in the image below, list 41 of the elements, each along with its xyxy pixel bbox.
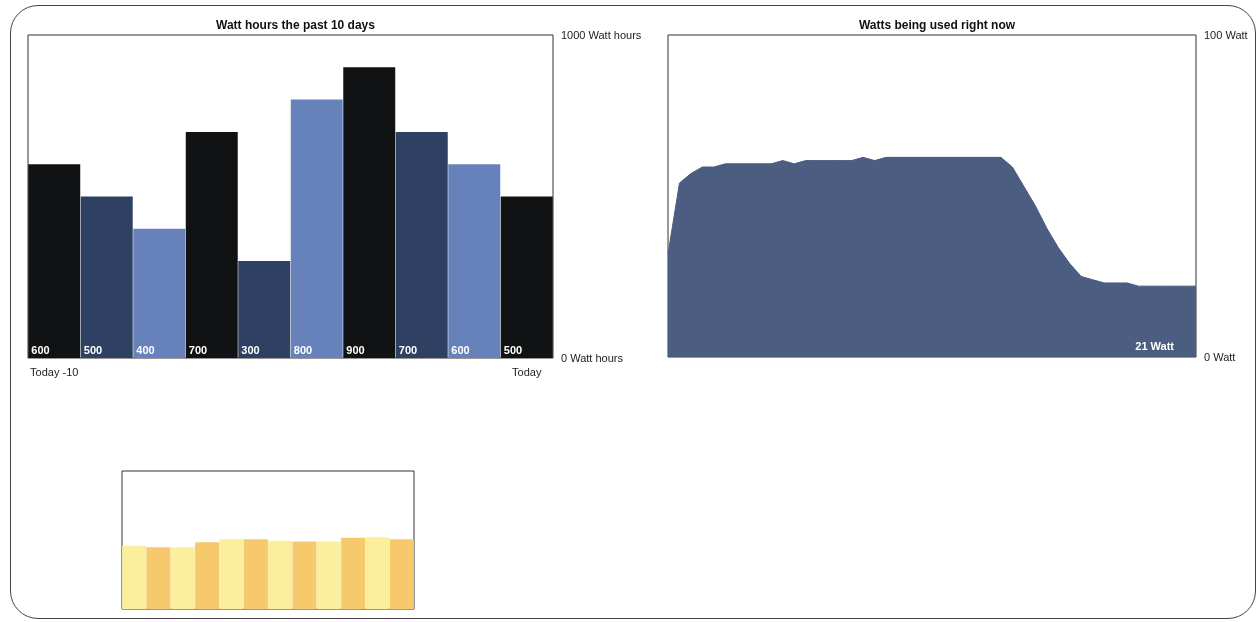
y-tick-label: 0 Watt xyxy=(1204,351,1236,363)
annotation: 21 Watt xyxy=(1135,339,1175,352)
bar xyxy=(238,261,291,358)
bar xyxy=(341,537,366,609)
bar xyxy=(290,99,343,358)
bar xyxy=(292,541,317,609)
bar xyxy=(365,537,390,609)
data-label: 600 xyxy=(31,343,50,356)
x-tick-label: Today -10 xyxy=(30,365,79,378)
x-tick-label: Today xyxy=(512,365,542,378)
bar xyxy=(170,547,195,609)
bar xyxy=(343,67,396,358)
bar xyxy=(185,131,238,358)
data-label: 600 xyxy=(451,343,470,356)
bar xyxy=(448,164,501,358)
bar xyxy=(268,540,293,609)
bar xyxy=(133,228,186,358)
bar xyxy=(316,541,341,609)
data-label: 700 xyxy=(188,343,208,356)
bar xyxy=(219,539,244,609)
data-label: 500 xyxy=(503,343,523,356)
chart-title: Watt hours the past 10 days xyxy=(216,18,376,32)
data-label: 800 xyxy=(293,343,313,356)
bar xyxy=(195,542,220,609)
data-label: 700 xyxy=(398,343,418,356)
y-tick-label: 100 Watt xyxy=(1204,29,1248,41)
data-label: 500 xyxy=(83,343,103,356)
bar xyxy=(146,547,171,609)
bar xyxy=(395,131,448,358)
chart-title: Watts being used right now xyxy=(858,18,1016,32)
bar xyxy=(500,196,553,358)
bar xyxy=(243,539,268,609)
bar xyxy=(28,164,81,358)
bar xyxy=(80,196,133,358)
bar xyxy=(389,539,414,609)
data-label: 300 xyxy=(241,343,260,356)
bar xyxy=(122,545,147,609)
data-label: 400 xyxy=(136,343,155,356)
y-tick-label: 0 Watt hours xyxy=(561,352,624,364)
y-tick-label: 1000 Watt hours xyxy=(561,29,642,41)
data-label: 900 xyxy=(346,343,365,356)
